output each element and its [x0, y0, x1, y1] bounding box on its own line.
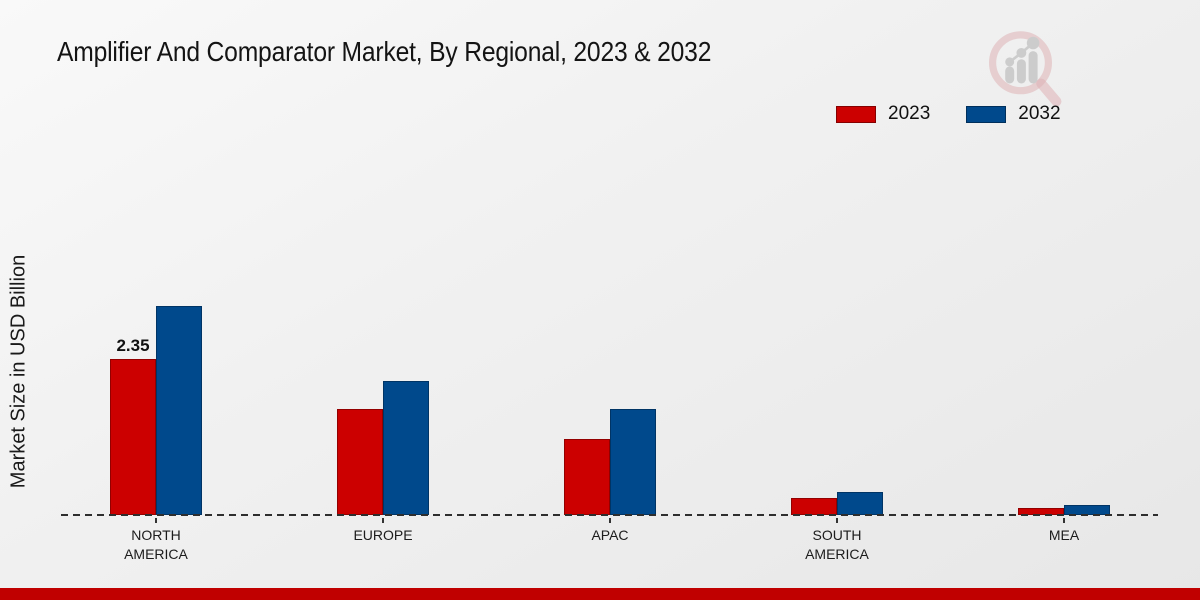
bar-2023-south-america — [791, 498, 837, 515]
bar-2023-mea — [1018, 508, 1064, 515]
category-label-north-america: NORTH AMERICA — [124, 527, 188, 562]
category-label-europe: EUROPE — [353, 527, 413, 543]
x-tick-europe — [382, 518, 384, 523]
value-label-2023-north-america: 2.35 — [116, 336, 150, 355]
zero-baseline — [61, 514, 1158, 516]
category-label-apac: APAC — [591, 527, 629, 543]
bar-2032-europe — [383, 381, 429, 515]
x-tick-north-america — [155, 518, 157, 523]
legend: 2023 2032 — [836, 103, 1061, 125]
bar-2023-north-america — [110, 359, 156, 515]
footer-bar — [0, 588, 1200, 600]
category-label-south-america: SOUTH AMERICA — [805, 527, 869, 562]
legend-item-2032: 2032 — [966, 103, 1061, 125]
legend-label-2032: 2032 — [1018, 103, 1061, 124]
bar-2032-north-america — [156, 306, 202, 515]
magnifier-bar-chart-logo — [989, 31, 1062, 107]
bar-2032-south-america — [837, 492, 883, 515]
x-tick-south-america — [836, 518, 838, 523]
legend-swatch-2023 — [836, 105, 876, 123]
bar-2023-apac — [564, 439, 610, 515]
x-tick-apac — [609, 518, 611, 523]
bar-2023-europe — [337, 409, 383, 515]
x-tick-mea — [1063, 518, 1065, 523]
chart-title: Amplifier And Comparator Market, By Regi… — [57, 36, 712, 67]
bar-2032-apac — [610, 409, 656, 515]
legend-item-2023: 2023 — [836, 103, 930, 125]
category-label-mea: MEA — [1048, 527, 1080, 543]
legend-swatch-2032 — [966, 105, 1007, 123]
legend-label-2023: 2023 — [888, 103, 931, 124]
bar-2032-mea — [1064, 505, 1110, 515]
